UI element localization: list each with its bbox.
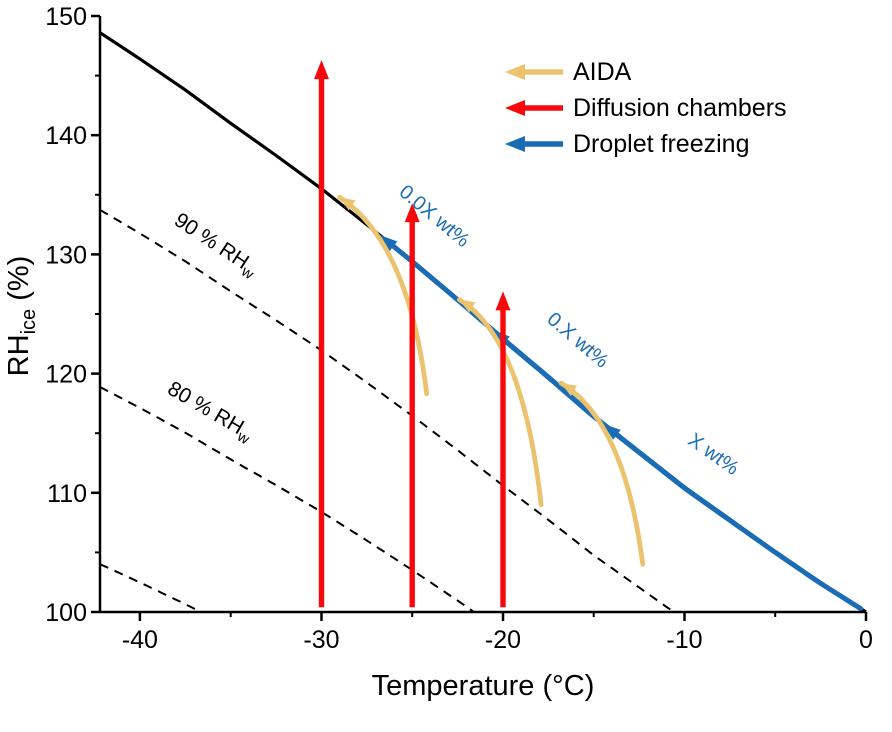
diffusion-chamber-arrowhead	[404, 203, 420, 223]
y-axis-title: RHice (%)	[3, 256, 41, 377]
legend-arrowhead	[505, 136, 525, 152]
legend-label: Droplet freezing	[573, 129, 750, 158]
rh-w-70-line	[99, 563, 202, 613]
rh-w-90-label: 90 % RHw	[168, 209, 262, 284]
droplet-freezing-arrow-icon	[505, 136, 563, 152]
y-axis-title-unit: (%)	[3, 255, 36, 309]
droplet-freezing-arrowhead	[379, 234, 398, 252]
x-tick-label: -30	[303, 626, 339, 654]
aida-arrow-icon	[505, 64, 563, 80]
aida-arrow	[337, 194, 430, 397]
aida-arrow	[558, 380, 646, 567]
aida-arrowhead	[561, 383, 577, 396]
aida-arrowhead	[339, 197, 356, 211]
x-tick-label: -20	[485, 626, 521, 654]
x-tick-label: -40	[122, 626, 158, 654]
legend-entry: AIDA	[504, 58, 787, 86]
wt-percent-label: 0.0X wt%	[395, 181, 474, 252]
y-axis-title-main: RH	[3, 334, 36, 377]
droplet-freezing-arrowhead	[602, 423, 621, 440]
y-tick-label: 110	[47, 480, 87, 508]
diffusion-chamber-arrowhead	[314, 60, 329, 80]
y-tick-label: 140	[45, 122, 87, 150]
wt-percent-label: 0.X wt%	[543, 308, 613, 373]
y-axis-title-sub: ice	[17, 308, 40, 335]
y-tick-label: 120	[45, 361, 87, 389]
diffusion-chamber-arrowhead	[495, 291, 511, 311]
aida-arrowhead	[459, 299, 476, 313]
diffusion-chambers-arrow-icon	[505, 100, 563, 116]
x-tick-label: -10	[666, 626, 702, 654]
wt-percent-label: X wt%	[684, 429, 743, 480]
legend-entry: Diffusion chambers	[504, 94, 787, 122]
legend-arrowhead	[505, 100, 525, 116]
legend-entry: Droplet freezing	[504, 130, 787, 158]
rh-w-90-line	[99, 208, 675, 613]
legend-label: AIDA	[573, 57, 632, 86]
aida-arrow	[457, 297, 544, 508]
rh-w-80-line	[99, 386, 475, 613]
rh-w-80-label: 80 % RHw	[162, 377, 258, 448]
legend-label: Diffusion chambers	[573, 93, 787, 122]
y-tick-label: 150	[45, 3, 87, 31]
y-tick-label: 100	[45, 599, 87, 627]
y-tick-label: 130	[45, 241, 87, 269]
legend-arrowhead	[505, 64, 525, 80]
x-tick-label: 0	[859, 626, 873, 654]
legend: AIDA Diffusion chambers Droplet freezing	[504, 58, 787, 158]
x-axis-title: Temperature (°C)	[371, 670, 595, 702]
droplet-freezing-arrow	[608, 427, 864, 612]
